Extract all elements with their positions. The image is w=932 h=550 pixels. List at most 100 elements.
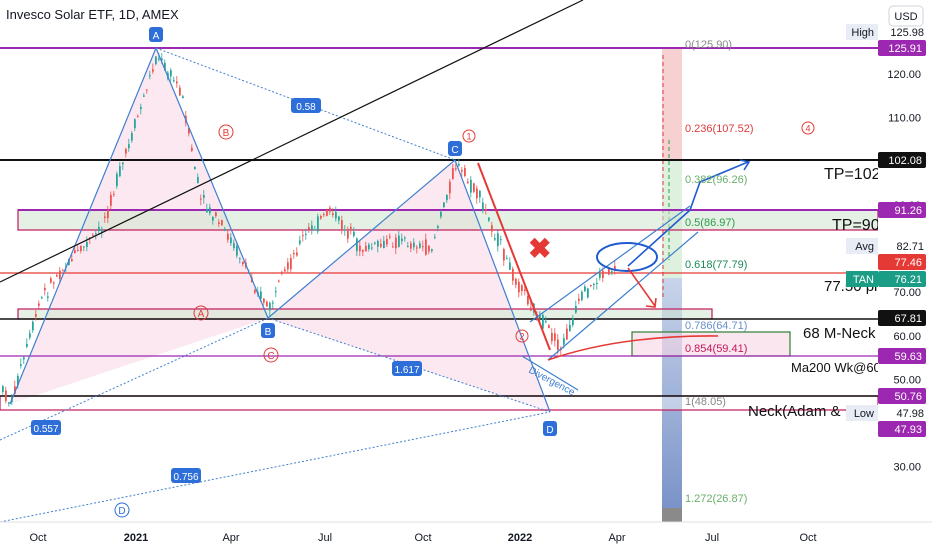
x-tick-label: Oct — [799, 532, 816, 544]
candle-body — [425, 239, 427, 255]
candle-body — [269, 302, 271, 311]
ratio-label: 0.58 — [296, 102, 316, 113]
x-tick-label: 2021 — [124, 532, 148, 544]
candle-body — [485, 209, 487, 211]
candle-body — [344, 229, 346, 231]
candle-body — [500, 239, 502, 241]
price-tag-label: TAN — [853, 274, 874, 286]
zone-box-68 — [17, 308, 713, 320]
wave-shade-mid — [268, 160, 550, 412]
price-tag-value: 125.91 — [888, 43, 922, 55]
candle-body — [149, 75, 151, 77]
price-tag-label: Low — [854, 408, 874, 420]
candle-body — [605, 272, 607, 274]
candle-body — [449, 181, 451, 194]
price-tag-bg — [879, 238, 928, 254]
candle-body — [32, 321, 34, 331]
candle-body — [527, 295, 529, 305]
price-tag-bg — [878, 254, 926, 270]
candle-body — [86, 242, 88, 247]
candle-body — [581, 291, 583, 301]
candle-body — [458, 163, 460, 166]
candle-body — [194, 166, 196, 170]
candle-body — [440, 211, 442, 217]
zone-box-m-neck — [631, 331, 791, 357]
candle-body — [503, 249, 505, 261]
red-arrow-curve — [547, 335, 719, 361]
candle-body — [56, 275, 58, 277]
candle-body — [566, 328, 568, 340]
wave-count-label: 4 — [805, 124, 810, 134]
price-tag-bg — [878, 421, 926, 437]
candle-body — [506, 258, 508, 260]
candle-body — [260, 291, 262, 299]
candle-body — [284, 269, 286, 272]
price-tag-label: Avg — [855, 241, 874, 253]
x-tick-label: Oct — [29, 532, 46, 544]
red-arrow-down-head — [645, 297, 657, 308]
fib-level-label: 0(125.90) — [685, 39, 732, 51]
candle-body — [545, 321, 547, 323]
candle-body — [587, 288, 589, 298]
candle-body — [380, 243, 382, 247]
channel-lower — [547, 231, 699, 361]
currency-button[interactable] — [888, 5, 924, 27]
candle-body — [542, 314, 544, 329]
wave-label: D — [546, 425, 553, 436]
x-tick-label: Jul — [705, 532, 719, 544]
candle-body — [137, 116, 139, 118]
x-tick-label: Apr — [608, 532, 625, 544]
candle-body — [203, 194, 205, 198]
candle-body — [50, 278, 52, 283]
alt-wave-circle — [263, 347, 279, 363]
alt-wave-circle — [114, 502, 130, 518]
candle-body — [215, 212, 217, 216]
candle-body — [122, 162, 124, 165]
candle-body — [110, 194, 112, 206]
candle-body — [170, 70, 172, 77]
candle-body — [365, 245, 367, 252]
candle-body — [233, 243, 235, 249]
candle-body — [263, 298, 265, 303]
candle-body — [17, 375, 19, 386]
candle-body — [299, 240, 301, 244]
candle-body — [305, 233, 307, 235]
price-tag-value: 67.81 — [894, 313, 922, 325]
candle-body — [431, 249, 433, 252]
candle-body — [461, 170, 463, 172]
fib-level-label: 0.618(77.79) — [685, 259, 747, 271]
candle-body — [8, 402, 10, 404]
candle-body — [107, 209, 109, 219]
candle-body — [368, 244, 370, 250]
wave-label-box — [448, 141, 462, 156]
candle-body — [563, 338, 565, 345]
candle-body — [515, 279, 517, 285]
price-tag-value: 77.46 — [894, 257, 922, 269]
candle-body — [47, 296, 49, 298]
candle-body — [407, 246, 409, 248]
candle-body — [497, 233, 499, 247]
candle-body — [422, 246, 424, 248]
ratio-box — [31, 420, 61, 435]
candle-body — [143, 95, 145, 97]
candle-body — [23, 357, 25, 360]
candle-body — [338, 216, 340, 221]
candle-body — [494, 238, 496, 240]
candle-body — [548, 325, 550, 329]
candle-body — [335, 212, 337, 219]
pivot-ellipse — [596, 242, 658, 272]
candle-body — [161, 58, 163, 61]
annotation-label: 68 M-Neck — [803, 325, 876, 342]
candle-body — [353, 231, 355, 237]
candle-body — [128, 144, 130, 149]
candle-body — [434, 236, 436, 238]
price-tag-value: 47.93 — [894, 424, 922, 436]
price-tag-bg — [879, 24, 928, 40]
candle-body — [428, 245, 430, 252]
candle-body — [386, 238, 388, 245]
ratio-label: 1.617 — [394, 365, 419, 376]
candle-body — [134, 119, 136, 129]
wave-line-left — [0, 317, 269, 441]
ratio-box — [291, 98, 321, 113]
